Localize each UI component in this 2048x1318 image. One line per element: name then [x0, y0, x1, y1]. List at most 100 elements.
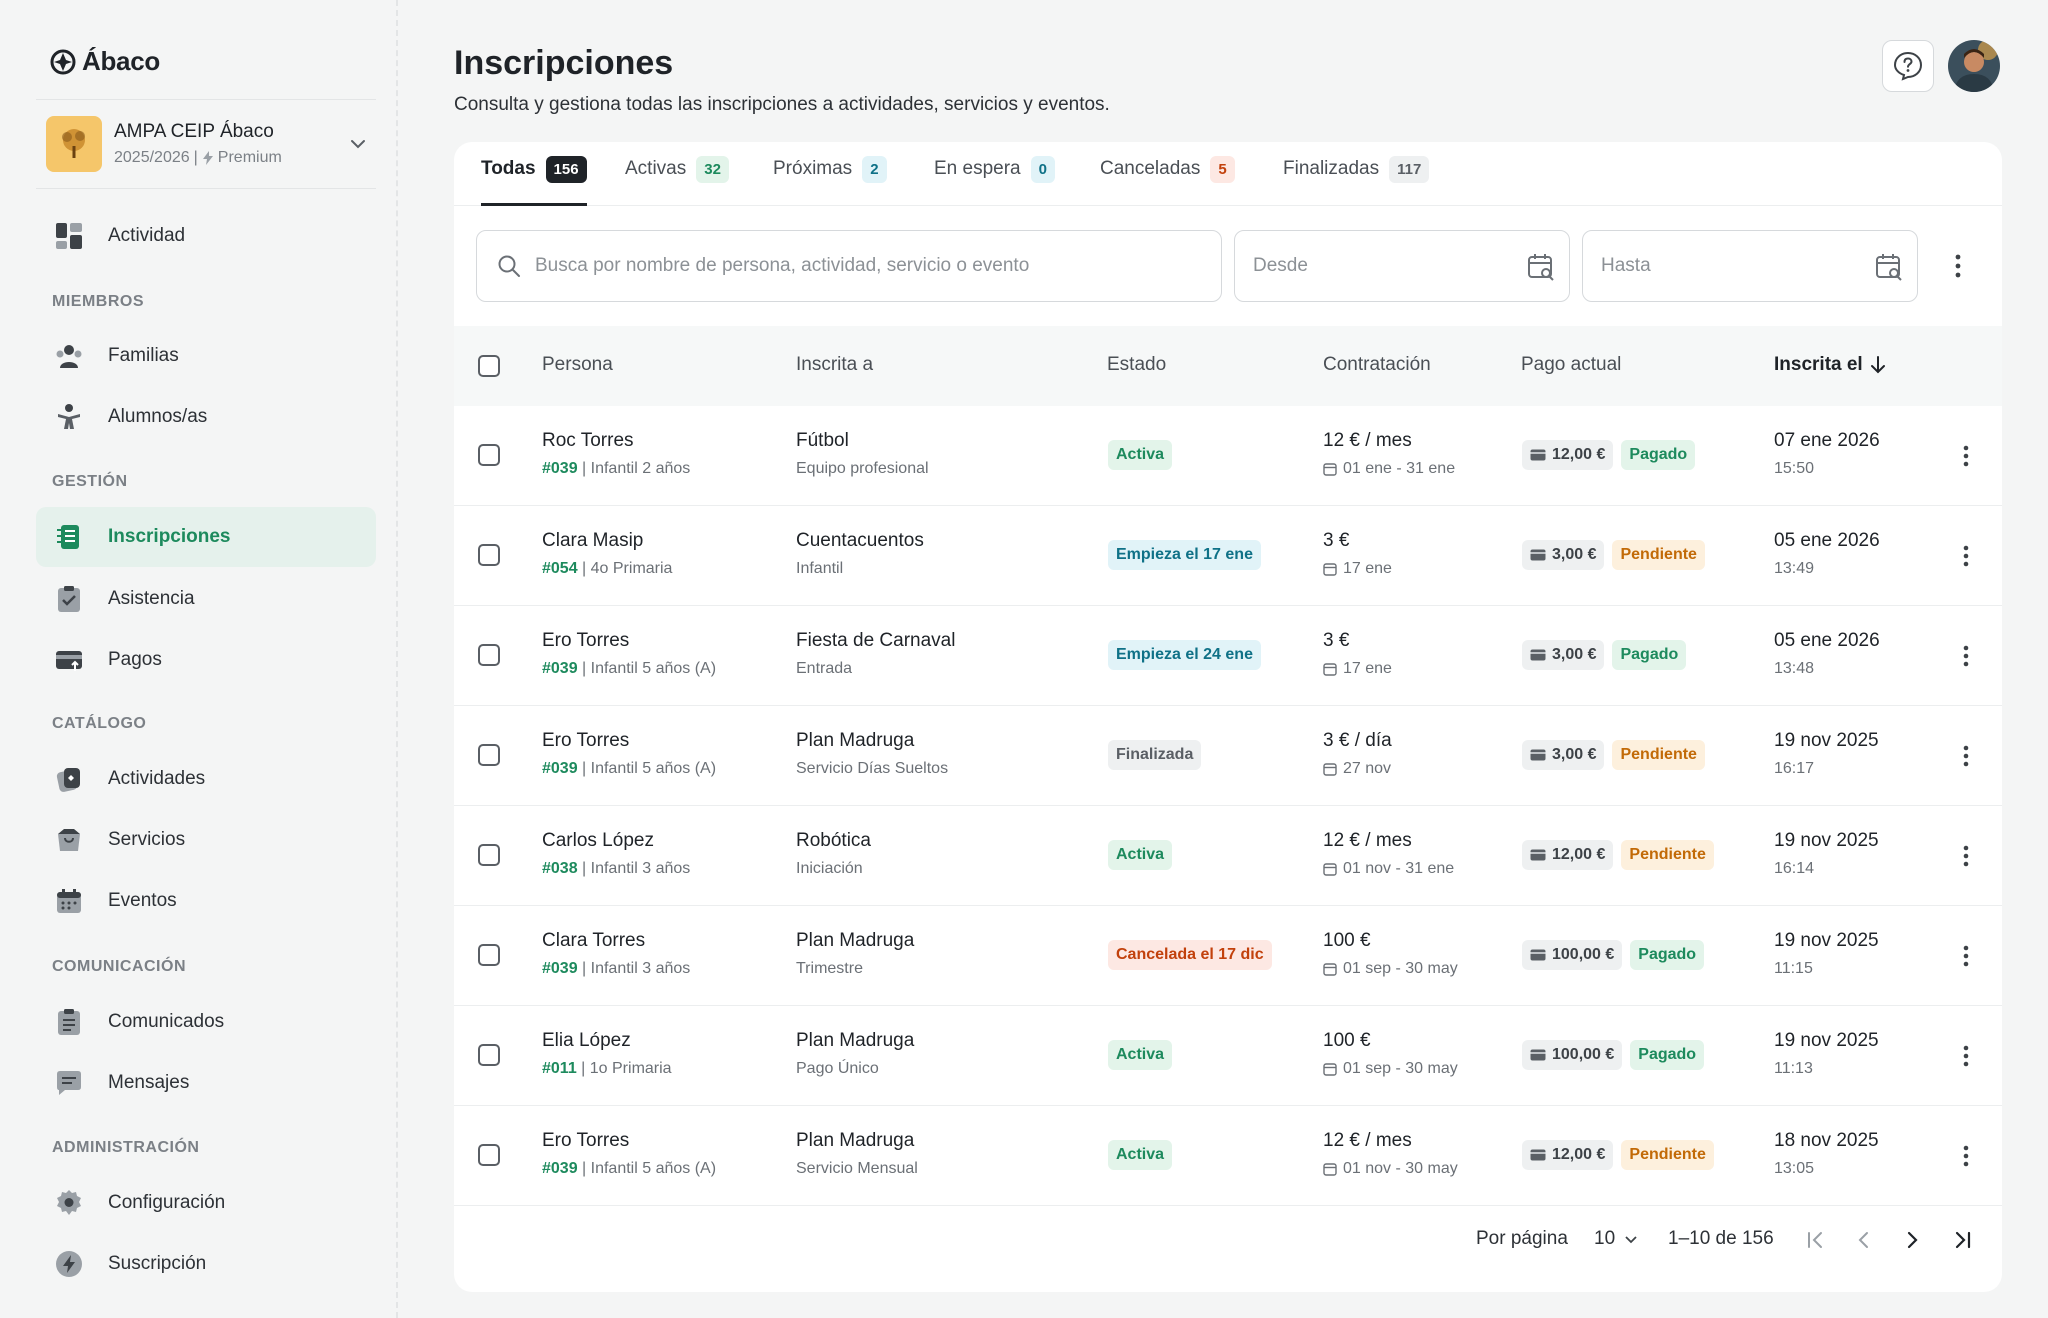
column-inscrita-a[interactable]: Inscrita a: [796, 354, 874, 375]
select-all-checkbox[interactable]: [478, 355, 500, 377]
person-id[interactable]: #011: [542, 1060, 577, 1077]
table-row[interactable]: Clara Masip #054 | 4o Primaria Cuentacuent…: [454, 506, 2002, 606]
row-actions-button[interactable]: [1956, 1142, 1976, 1170]
person-name[interactable]: Clara Masip: [542, 530, 644, 551]
payment-amount[interactable]: 12,00 €: [1522, 1140, 1614, 1170]
sidebar-item-eventos[interactable]: Eventos: [36, 871, 376, 931]
table-row[interactable]: Elia López #011 | 1o Primaria Plan Madruga…: [454, 1006, 2002, 1106]
person-id[interactable]: #039: [542, 1160, 578, 1177]
row-checkbox[interactable]: [478, 744, 500, 766]
row-checkbox[interactable]: [478, 944, 500, 966]
activity-name[interactable]: Fiesta de Carnaval: [796, 630, 956, 651]
column-pago-actual[interactable]: Pago actual: [1521, 354, 1622, 375]
column-contratacion[interactable]: Contratación: [1323, 354, 1431, 375]
table-row[interactable]: Ero Torres #039 | Infantil 5 años (A) Plan…: [454, 1106, 2002, 1206]
per-page-select[interactable]: 10: [1594, 1228, 1639, 1250]
sidebar-item-alumnos[interactable]: Alumnos/as: [36, 387, 376, 447]
person-id[interactable]: #039: [542, 960, 578, 977]
tab-canceladas[interactable]: Canceladas 5: [1100, 156, 1235, 206]
person-name[interactable]: Carlos López: [542, 830, 654, 851]
sidebar-item-familias[interactable]: Familias: [36, 326, 376, 386]
column-persona[interactable]: Persona: [542, 354, 613, 375]
sidebar-item-asistencia[interactable]: Asistencia: [36, 569, 376, 629]
activity-name[interactable]: Plan Madruga: [796, 930, 915, 951]
sidebar-item-pagos[interactable]: Pagos: [36, 630, 376, 690]
table-row[interactable]: Ero Torres #039 | Infantil 5 años (A) Plan…: [454, 706, 2002, 806]
contract-cell: 12 € / mes 01 ene - 31 ene: [1323, 430, 1455, 478]
activity-name[interactable]: Plan Madruga: [796, 1130, 915, 1151]
sidebar-item-actividad[interactable]: Actividad: [36, 206, 376, 266]
column-inscrita-el[interactable]: Inscrita el: [1774, 354, 1887, 376]
table-row[interactable]: Roc Torres #039 | Infantil 2 años Fútbol Eq…: [454, 406, 2002, 506]
row-checkbox[interactable]: [478, 544, 500, 566]
payment-amount[interactable]: 12,00 €: [1522, 440, 1614, 470]
next-page-button[interactable]: [1898, 1226, 1926, 1254]
app-logo[interactable]: Ábaco: [50, 46, 160, 77]
tab-activas[interactable]: Activas 32: [625, 156, 729, 206]
table-row[interactable]: Clara Torres #039 | Infantil 3 años Plan M…: [454, 906, 2002, 1006]
table-row[interactable]: Ero Torres #039 | Infantil 5 años (A) Fies…: [454, 606, 2002, 706]
row-actions-button[interactable]: [1956, 742, 1976, 770]
tab-finalizadas[interactable]: Finalizadas 117: [1283, 156, 1430, 206]
calendar-search-icon[interactable]: [1527, 253, 1555, 281]
sidebar-item-mensajes[interactable]: Mensajes: [36, 1053, 376, 1113]
row-actions-button[interactable]: [1956, 542, 1976, 570]
person-name[interactable]: Elia López: [542, 1030, 631, 1051]
search-input[interactable]: [535, 255, 1175, 277]
row-checkbox[interactable]: [478, 1144, 500, 1166]
sidebar-item-actividades[interactable]: Actividades: [36, 749, 376, 809]
sidebar-item-suscripcion[interactable]: Suscripción: [36, 1234, 376, 1294]
tab-proximas[interactable]: Próximas 2: [773, 156, 887, 206]
org-switcher[interactable]: AMPA CEIP Ábaco 2025/2026 | Premium: [46, 116, 370, 172]
payment-amount[interactable]: 3,00 €: [1522, 640, 1605, 670]
payment-amount[interactable]: 100,00 €: [1522, 940, 1623, 970]
first-page-button[interactable]: [1802, 1226, 1830, 1254]
table-row[interactable]: Carlos López #038 | Infantil 3 años Robóti…: [454, 806, 2002, 906]
row-actions-button[interactable]: [1956, 642, 1976, 670]
person-group: | Infantil 5 años (A): [577, 760, 717, 777]
payment-amount[interactable]: 12,00 €: [1522, 840, 1614, 870]
row-checkbox[interactable]: [478, 444, 500, 466]
person-name[interactable]: Ero Torres: [542, 730, 630, 751]
tab-todas[interactable]: Todas 156: [481, 156, 587, 206]
sidebar-item-configuracion[interactable]: Configuración: [36, 1173, 376, 1233]
activity-name[interactable]: Cuentacuentos: [796, 530, 924, 551]
row-actions-button[interactable]: [1956, 842, 1976, 870]
sidebar-item-servicios[interactable]: Servicios: [36, 810, 376, 870]
payment-amount[interactable]: 3,00 €: [1522, 540, 1605, 570]
date-from-input[interactable]: [1253, 255, 1493, 277]
more-options-button[interactable]: [1944, 250, 1972, 282]
payment-amount[interactable]: 3,00 €: [1522, 740, 1605, 770]
row-checkbox[interactable]: [478, 1044, 500, 1066]
user-avatar[interactable]: [1948, 40, 2000, 92]
activity-name[interactable]: Plan Madruga: [796, 1030, 915, 1051]
tab-en-espera[interactable]: En espera 0: [934, 156, 1055, 206]
sidebar-item-comunicados[interactable]: Comunicados: [36, 992, 376, 1052]
person-id[interactable]: #039: [542, 760, 578, 777]
person-id[interactable]: #038: [542, 860, 578, 877]
person-id[interactable]: #039: [542, 660, 578, 677]
prev-page-button[interactable]: [1850, 1226, 1878, 1254]
row-actions-button[interactable]: [1956, 942, 1976, 970]
row-actions-button[interactable]: [1956, 1042, 1976, 1070]
last-page-button[interactable]: [1948, 1226, 1976, 1254]
person-id[interactable]: #054: [542, 560, 578, 577]
help-button[interactable]: [1882, 40, 1934, 92]
activity-name[interactable]: Fútbol: [796, 430, 849, 451]
date-cell: 05 ene 2026 13:49: [1774, 530, 1880, 578]
person-name[interactable]: Clara Torres: [542, 930, 646, 951]
person-name[interactable]: Ero Torres: [542, 1130, 630, 1151]
activity-name[interactable]: Plan Madruga: [796, 730, 915, 751]
row-actions-button[interactable]: [1956, 442, 1976, 470]
payment-amount[interactable]: 100,00 €: [1522, 1040, 1623, 1070]
row-checkbox[interactable]: [478, 644, 500, 666]
activity-name[interactable]: Robótica: [796, 830, 871, 851]
person-name[interactable]: Ero Torres: [542, 630, 630, 651]
column-estado[interactable]: Estado: [1107, 354, 1167, 375]
person-id[interactable]: #039: [542, 460, 578, 477]
row-checkbox[interactable]: [478, 844, 500, 866]
person-name[interactable]: Roc Torres: [542, 430, 634, 451]
date-to-input[interactable]: [1601, 255, 1841, 277]
sidebar-item-inscripciones[interactable]: Inscripciones: [36, 507, 376, 567]
calendar-search-icon[interactable]: [1875, 253, 1903, 281]
